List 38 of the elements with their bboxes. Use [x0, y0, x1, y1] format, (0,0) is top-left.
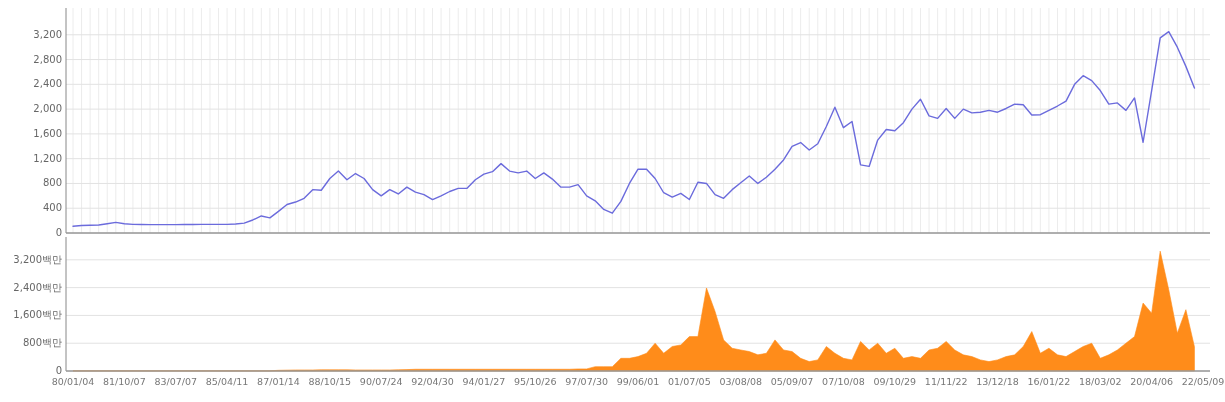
x-tick-label: 88/10/15 — [308, 376, 352, 387]
x-tick-label: 18/03/02 — [1078, 376, 1122, 387]
x-tick-label: 16/01/22 — [1027, 376, 1071, 387]
x-tick-label: 92/04/30 — [411, 376, 454, 387]
y-tick-label: 0 — [55, 227, 62, 238]
x-tick-label: 83/07/07 — [154, 376, 198, 387]
x-tick-label: 01/07/05 — [668, 376, 711, 387]
x-tick-label: 09/10/29 — [873, 376, 917, 387]
y-tick-label: 2,400백만 — [13, 281, 62, 293]
x-tick-label: 97/07/30 — [565, 376, 608, 387]
x-tick-label: 11/11/22 — [924, 376, 968, 387]
x-tick-label: 03/08/08 — [719, 376, 763, 387]
x-tick-label: 20/04/06 — [1130, 376, 1173, 387]
x-tick-label: 22/05/09 — [1181, 376, 1225, 387]
x-tick-label: 81/10/07 — [103, 376, 146, 387]
x-tick-label: 07/10/08 — [822, 376, 865, 387]
x-tick-label: 05/09/07 — [770, 376, 814, 387]
y-tick-label: 800 — [42, 177, 62, 189]
x-tick-label: 90/07/24 — [359, 376, 403, 387]
x-tick-label: 13/12/18 — [976, 376, 1019, 387]
y-tick-label: 1,600 — [33, 127, 62, 139]
y-tick-label: 2,400 — [33, 78, 62, 90]
y-tick-label: 3,200백만 — [13, 253, 62, 265]
y-tick-label: 2,000 — [33, 103, 62, 115]
y-tick-label: 800백만 — [22, 337, 62, 349]
line-series — [72, 30, 1196, 227]
x-tick-label: 85/04/11 — [205, 376, 249, 387]
x-tick-label: 99/06/01 — [616, 376, 660, 387]
y-tick-label: 3,200 — [33, 28, 62, 40]
y-tick-label: 2,800 — [33, 53, 62, 65]
x-tick-label: 87/01/14 — [257, 376, 300, 387]
y-tick-label: 400 — [42, 202, 62, 214]
y-tick-label: 0 — [55, 365, 62, 376]
y-tick-label: 1,200 — [33, 152, 62, 164]
x-tick-label: 95/10/26 — [513, 376, 557, 387]
y-tick-label: 1,600백만 — [13, 309, 62, 321]
x-tick-label: 80/01/04 — [51, 376, 95, 387]
x-tick-label: 94/01/27 — [462, 376, 506, 387]
